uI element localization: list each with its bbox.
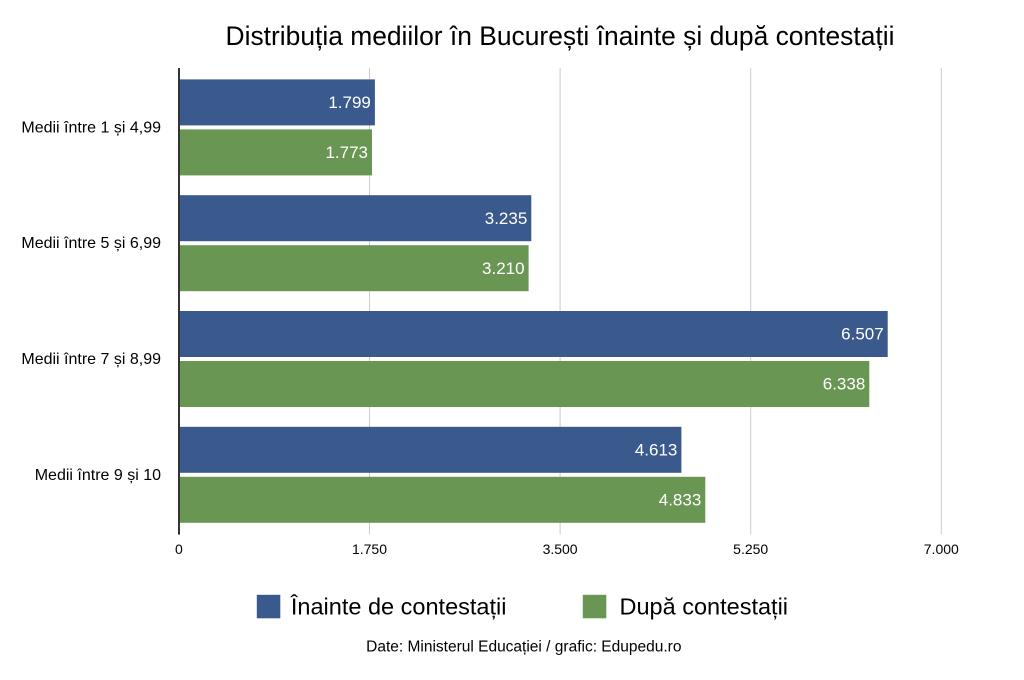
svg-text:1.750: 1.750: [352, 541, 387, 557]
svg-text:Medii între 5 și 6,99: Medii între 5 și 6,99: [21, 235, 161, 252]
svg-text:6.338: 6.338: [823, 375, 866, 394]
svg-text:1.773: 1.773: [325, 143, 368, 162]
svg-text:3.500: 3.500: [543, 541, 578, 557]
svg-text:0: 0: [175, 541, 183, 557]
svg-text:6.507: 6.507: [841, 325, 884, 344]
svg-text:Medii între 1 și 4,99: Medii între 1 și 4,99: [21, 119, 161, 136]
svg-text:3.210: 3.210: [482, 259, 525, 278]
svg-text:4.613: 4.613: [635, 441, 678, 460]
svg-text:Distribuția mediilor în Bucure: Distribuția mediilor în București înaint…: [226, 21, 895, 51]
svg-text:Date: Ministerul Educației / g: Date: Ministerul Educației / grafic: Edu…: [366, 639, 681, 656]
svg-text:4.833: 4.833: [659, 491, 702, 510]
svg-text:Medii între 7 și 8,99: Medii între 7 și 8,99: [21, 351, 161, 368]
svg-text:Medii între 9 și 10: Medii între 9 și 10: [35, 467, 161, 484]
svg-text:3.235: 3.235: [485, 209, 528, 228]
svg-text:7.000: 7.000: [924, 541, 959, 557]
svg-text:5.250: 5.250: [733, 541, 768, 557]
svg-text:Înainte de contestații: Înainte de contestații: [290, 594, 507, 620]
svg-text:După contestații: După contestații: [620, 594, 789, 620]
svg-text:1.799: 1.799: [328, 93, 371, 112]
